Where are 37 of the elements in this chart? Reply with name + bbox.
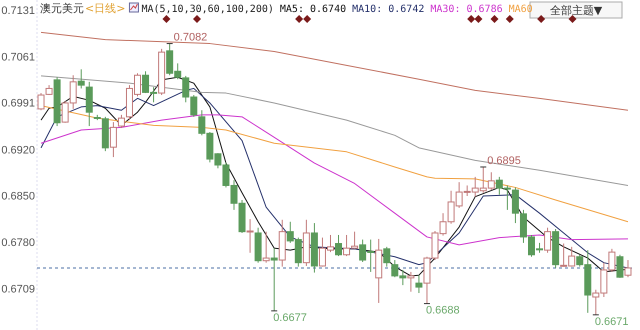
text: MA60 (508, 4, 533, 15)
line-series (40, 114, 628, 246)
y-tick-label: 0.6920 (1, 144, 35, 156)
line-series (40, 32, 628, 111)
chart-title: 澳元美元 (40, 2, 84, 15)
candlestick (383, 246, 390, 268)
y-tick-label: 0.7061 (1, 51, 35, 64)
annotation: 0.6677 (273, 312, 307, 324)
y-tick-label: 0.6709 (1, 284, 35, 296)
chart-subtitle: <日线> (85, 2, 126, 15)
candlestick (335, 234, 342, 257)
candlestick (262, 231, 270, 264)
candlestick (415, 274, 422, 294)
line-series (40, 75, 628, 186)
candlestick (78, 68, 85, 89)
text: MA30: 0.6786 (430, 4, 503, 15)
text: MA10: 0.6742 (352, 4, 424, 15)
candlestick (512, 186, 519, 224)
y-tick-label: 0.6780 (1, 236, 35, 249)
annotation: 0.6688 (426, 304, 460, 317)
candlestick (544, 227, 552, 254)
candlestick (616, 254, 624, 278)
y-tick-label: 0.7131 (1, 5, 35, 18)
annotation: 0.6895 (487, 154, 521, 167)
legend-title: MA(5,10,30,60,100,200) (141, 4, 274, 15)
text: MA5: 0.6740 (280, 4, 346, 15)
y-tick-label: 0.6850 (1, 190, 35, 203)
candlestick (110, 122, 117, 158)
annotation: 0.7082 (174, 32, 208, 44)
candlestick (118, 114, 125, 129)
y-tick-label: 0.6991 (1, 98, 35, 110)
annotation: 全部主题▼ (550, 4, 603, 17)
annotation: 0.6671 (594, 316, 628, 328)
candlestick (624, 260, 632, 278)
candlestick (270, 248, 278, 312)
candlestick (407, 271, 414, 292)
candlestick (246, 218, 254, 254)
